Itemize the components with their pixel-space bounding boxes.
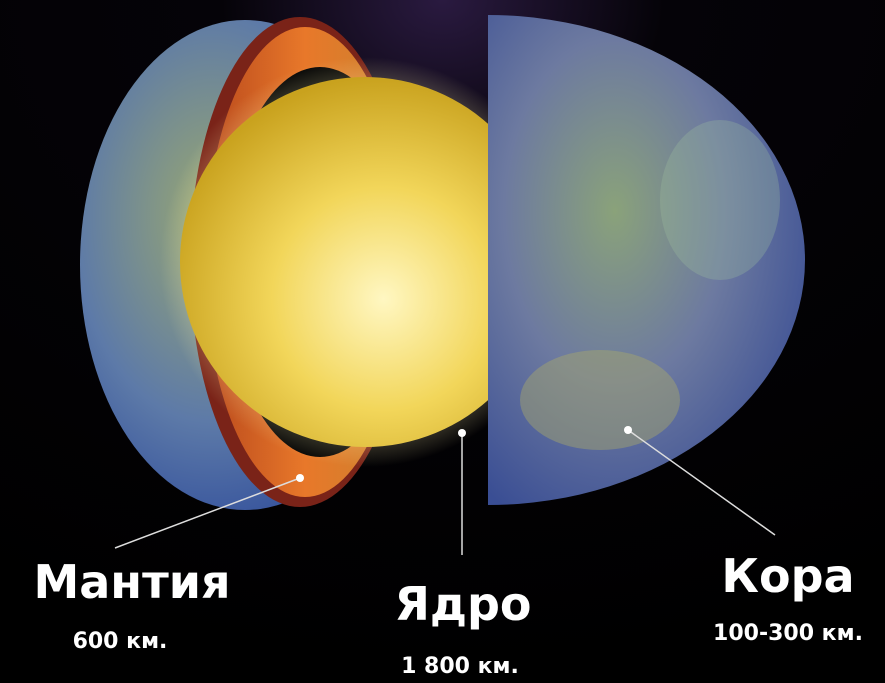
crater-region xyxy=(520,350,680,450)
crater-region xyxy=(660,120,780,280)
layer-name: Кора xyxy=(721,549,854,603)
page: Мантия 600 км. Ядро 1 800 км. Кора 100-3… xyxy=(0,0,885,683)
leader-dot xyxy=(458,429,466,437)
mercury-diagram: Мантия 600 км. Ядро 1 800 км. Кора 100-3… xyxy=(0,0,885,683)
leader-dot xyxy=(296,474,304,482)
layer-size: 100-300 км. xyxy=(713,621,863,646)
layer-size: 1 800 км. xyxy=(401,654,519,679)
layer-name: Мантия xyxy=(33,555,230,609)
layer-name: Ядро xyxy=(394,577,531,631)
layer-size: 600 км. xyxy=(73,629,168,654)
leader-dot xyxy=(624,426,632,434)
